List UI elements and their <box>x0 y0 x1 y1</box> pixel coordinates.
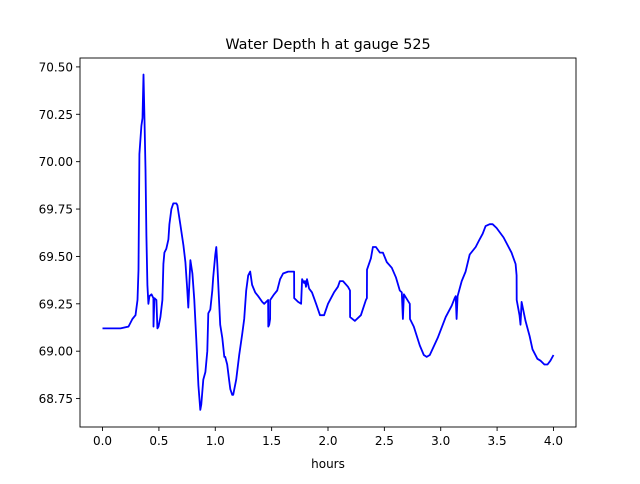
y-tick-label: 70.25 <box>39 108 73 122</box>
series-line-h <box>102 73 555 411</box>
y-tick-label: 69.50 <box>39 250 73 264</box>
x-tick-label: 1.5 <box>262 434 281 448</box>
y-tick-label: 70.00 <box>39 155 73 169</box>
x-tick-label: 4.0 <box>544 434 563 448</box>
y-tick-label: 69.75 <box>39 203 73 217</box>
x-tick-label: 3.5 <box>488 434 507 448</box>
x-tick-label: 2.5 <box>375 434 394 448</box>
x-tick-label: 1.0 <box>206 434 225 448</box>
y-tick-label: 69.00 <box>39 345 73 359</box>
y-tick-label: 69.25 <box>39 297 73 311</box>
chart-title: Water Depth h at gauge 525 <box>225 37 430 53</box>
x-tick-label: 0.0 <box>93 434 112 448</box>
y-tick-label: 70.50 <box>39 60 73 74</box>
y-tick-label: 68.75 <box>39 392 73 406</box>
y-axis-ticks: 68.75 69.00 69.25 69.50 69.75 70.00 70.25 70.50 <box>39 60 80 406</box>
x-axis-ticks: 0.0 0.5 1.0 1.5 2.0 2.5 3.0 3.5 4.0 <box>93 427 563 448</box>
plot-frame <box>79 57 577 428</box>
x-tick-label: 0.5 <box>149 434 168 448</box>
x-tick-label: 3.0 <box>431 434 450 448</box>
x-axis-label: hours <box>311 457 345 471</box>
x-tick-label: 2.0 <box>318 434 337 448</box>
